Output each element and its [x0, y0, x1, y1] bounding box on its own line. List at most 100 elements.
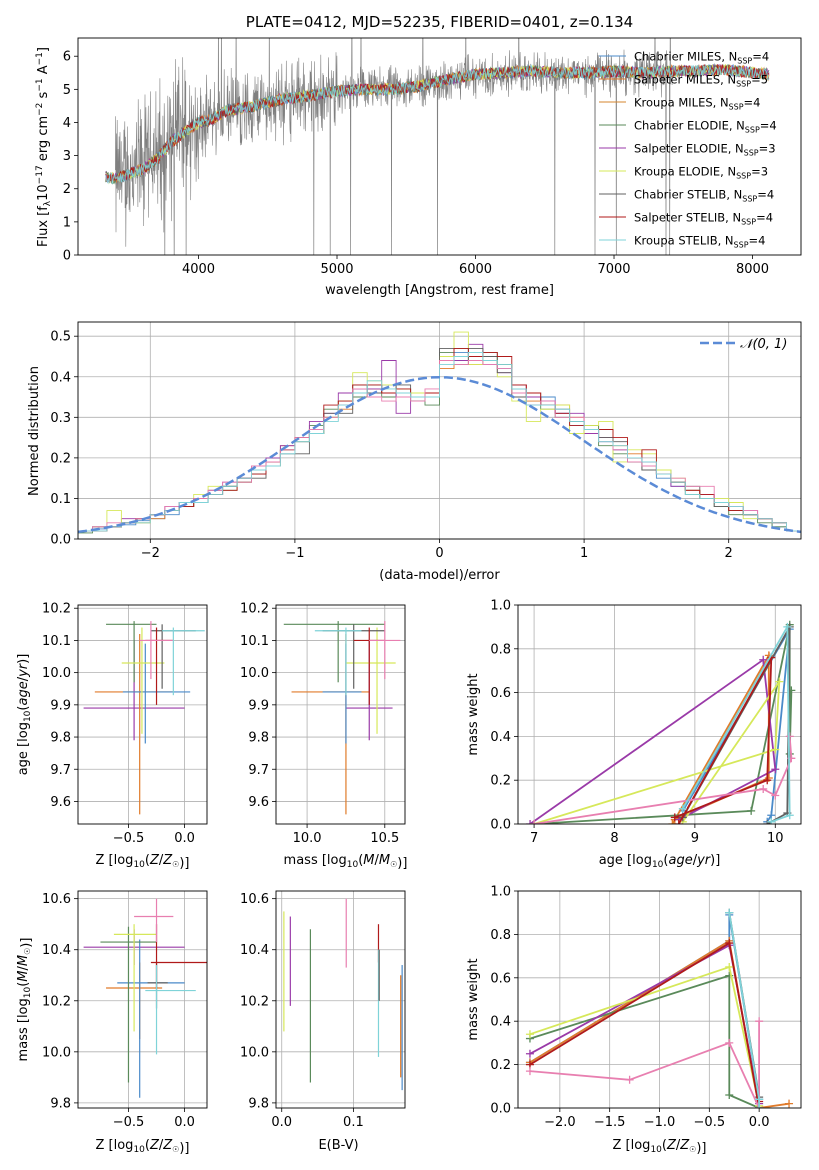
- legend-label: Chabrier MILES, NSSP=4: [634, 50, 769, 66]
- legend-label: Kroupa MILES, NSSP=4: [634, 96, 760, 112]
- x-tick-label: −1: [285, 546, 304, 561]
- y-tick-label: 4: [63, 116, 71, 131]
- weight-marker: [759, 655, 768, 664]
- y-tick-label: 10.1: [240, 634, 269, 649]
- y-tick-label: 0: [63, 249, 71, 264]
- x-tick-label: 4000: [182, 262, 215, 277]
- data-spectrum-line: [115, 38, 673, 255]
- legend-label: Salpeter STELIB, NSSP=4: [634, 211, 773, 227]
- histogram-step: [78, 351, 801, 539]
- model-spectrum-line: [105, 63, 770, 184]
- weight-plot: [526, 620, 796, 824]
- weight-marker: [775, 677, 784, 686]
- x-tick-label: 0.0: [749, 1115, 770, 1130]
- x-tick-label: 8: [610, 831, 618, 846]
- axis-label: mass [log10(M/M☉)]: [284, 853, 408, 871]
- y-tick-label: 10.2: [42, 602, 71, 617]
- weight-marker: [771, 765, 780, 774]
- x-tick-label: 8000: [736, 262, 769, 277]
- weight-marker: [525, 1049, 534, 1058]
- y-tick-label: 3: [63, 149, 71, 164]
- y-tick-label: 0.8: [490, 642, 511, 657]
- y-axis-label: mass weight: [466, 673, 481, 755]
- x-tick-label: 6000: [459, 262, 492, 277]
- weight-marker: [763, 776, 772, 785]
- weight-line: [529, 965, 760, 1108]
- axis-label: Z [log10(Z/Z☉)]: [96, 853, 190, 871]
- x-tick-label: −2.0: [544, 1115, 576, 1130]
- y-tick-label: 0.2: [490, 774, 511, 789]
- weight-marker: [678, 804, 687, 813]
- errorbar-point: [314, 627, 362, 696]
- x-tick-label: −2: [141, 546, 160, 561]
- weight-marker: [755, 1017, 764, 1026]
- weight-line: [682, 623, 791, 823]
- y-axis-label: Normed distribution: [27, 366, 42, 496]
- axis-label: Z [log10(Z/Z☉)]: [96, 1138, 190, 1156]
- legend-label: Chabrier STELIB, NSSP=4: [634, 188, 774, 204]
- normal-curve: [78, 375, 801, 534]
- legend-label: 𝒩(0, 1): [740, 337, 787, 352]
- x-tick-label: −0.5: [694, 1115, 726, 1130]
- x-axis-label: (data-model)/error: [379, 568, 500, 583]
- errorbar-plot: [83, 898, 207, 1098]
- errorbar-point: [117, 939, 185, 1098]
- x-tick-label: 10.5: [370, 831, 399, 846]
- errorbar-frame: [77, 890, 208, 1109]
- y-tick-label: 9.6: [248, 795, 269, 810]
- errorbar-point: [369, 621, 401, 680]
- legend-label: Salpeter MILES, NSSP=5: [634, 73, 768, 89]
- weight-line: [674, 657, 773, 824]
- legend-label: Kroupa STELIB, NSSP=4: [634, 234, 765, 250]
- y-tick-label: 9.7: [248, 763, 269, 778]
- y-tick-label: 0.3: [50, 411, 71, 426]
- errorbar-point: [106, 621, 157, 683]
- spectrum-frame: [77, 37, 802, 256]
- y-tick-label: 10.0: [42, 666, 71, 681]
- x-tick-label: −1.5: [594, 1115, 626, 1130]
- errorbar-point: [121, 627, 165, 734]
- weight-line: [529, 974, 760, 1108]
- weight-marker: [785, 811, 794, 820]
- errorbar-point: [162, 627, 205, 696]
- legend-label: Salpeter ELODIE, NSSP=3: [634, 142, 776, 158]
- errorbar-point: [291, 633, 370, 815]
- weight-marker: [625, 1075, 634, 1084]
- errorbar-point: [113, 924, 157, 1032]
- y-tick-label: 0.0: [490, 818, 511, 833]
- y-tick-label: 10.4: [42, 943, 71, 958]
- x-tick-label: 2: [725, 546, 733, 561]
- y-tick-label: 6: [63, 50, 71, 65]
- errorbar-point: [150, 924, 207, 989]
- x-tick-label: 10: [767, 831, 784, 846]
- y-tick-label: 0.8: [490, 928, 511, 943]
- weight-marker: [767, 817, 776, 824]
- weight-marker: [785, 1099, 794, 1108]
- legend-label: Chabrier ELODIE, NSSP=4: [634, 119, 777, 135]
- axis-label: age [log10(age/yr)]: [16, 654, 33, 776]
- y-tick-label: 1.0: [490, 599, 511, 614]
- weight-frame: [517, 604, 802, 825]
- axis-label: mass [log10(M/M☉)]: [16, 938, 34, 1062]
- weight-marker: [725, 962, 734, 971]
- y-tick-label: 9.7: [50, 763, 71, 778]
- y-tick-label: 10.2: [42, 994, 71, 1009]
- weight-marker: [725, 1090, 734, 1099]
- y-tick-label: 9.9: [50, 698, 71, 713]
- y-tick-label: 10.4: [240, 943, 269, 958]
- errorbar-plot: [83, 621, 205, 815]
- errorbar-point: [322, 643, 362, 744]
- y-tick-label: 0.2: [50, 451, 71, 466]
- axis-label: age [log10(age/yr)]: [599, 853, 721, 870]
- y-tick-label: 0.0: [490, 1102, 511, 1117]
- y-tick-label: 5: [63, 83, 71, 98]
- y-axis-label: Flux [fλ10−17 erg cm−2 s−1 A−1]: [35, 47, 53, 247]
- x-tick-label: 5000: [320, 262, 353, 277]
- y-tick-label: 0.6: [490, 971, 511, 986]
- x-tick-label: 9: [691, 831, 699, 846]
- y-tick-label: 9.9: [248, 698, 269, 713]
- x-tick-label: 10.0: [293, 831, 322, 846]
- y-tick-label: 9.8: [50, 731, 71, 746]
- errorbar-frame: [275, 890, 406, 1109]
